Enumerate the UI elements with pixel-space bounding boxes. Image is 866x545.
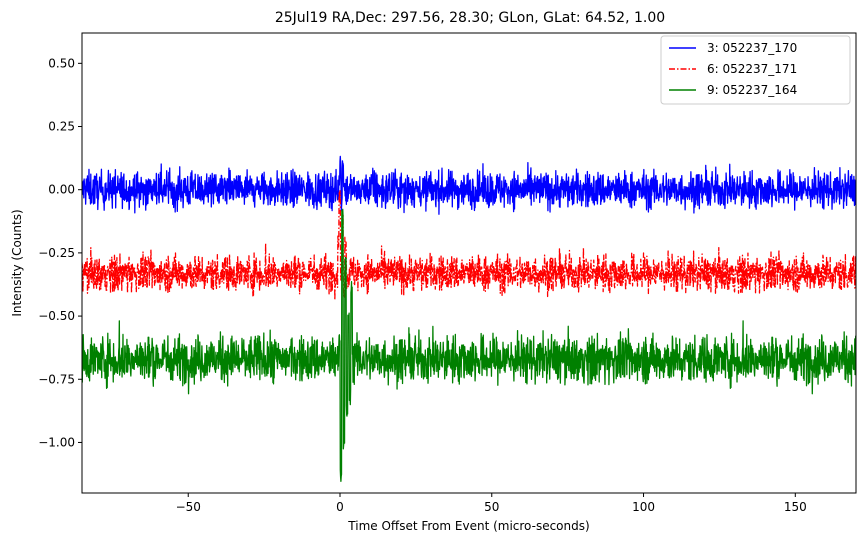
legend-box <box>660 35 851 105</box>
y-tick-label: 0.00 <box>48 183 75 197</box>
y-axis-label: Intensity (Counts) <box>10 209 24 316</box>
x-tick-label: 100 <box>632 500 655 514</box>
series-line-2 <box>82 190 856 301</box>
x-axis: −50 0 50 100 150 <box>176 493 807 514</box>
y-tick-label: 0.50 <box>48 56 75 70</box>
series-line-1 <box>82 155 856 215</box>
y-tick-label: −0.75 <box>38 372 75 386</box>
y-tick-label: −0.25 <box>38 246 75 260</box>
legend-label-3: 9: 052237_164 <box>707 83 797 97</box>
y-tick-label: −0.50 <box>38 309 75 323</box>
y-axis: 0.50 0.25 0.00 −0.25 −0.50 −0.75 −1.00 <box>38 56 82 449</box>
legend: 3: 052237_170 6: 052237_171 9: 052237_164 <box>660 35 851 105</box>
x-tick-label: 150 <box>784 500 807 514</box>
x-tick-label: −50 <box>176 500 201 514</box>
x-axis-label: Time Offset From Event (micro-seconds) <box>347 519 589 533</box>
legend-label-1: 3: 052237_170 <box>707 41 797 55</box>
series-line-3 <box>82 208 856 482</box>
x-tick-label: 0 <box>336 500 344 514</box>
y-tick-label: 0.25 <box>48 120 75 134</box>
legend-label-2: 6: 052237_171 <box>707 62 797 76</box>
plot-frame <box>81 32 857 494</box>
y-tick-label: −1.00 <box>38 435 75 449</box>
chart-title: 25Jul19 RA,Dec: 297.56, 28.30; GLon, GLa… <box>275 10 665 26</box>
plot-lines <box>82 155 856 482</box>
x-tick-label: 50 <box>484 500 499 514</box>
